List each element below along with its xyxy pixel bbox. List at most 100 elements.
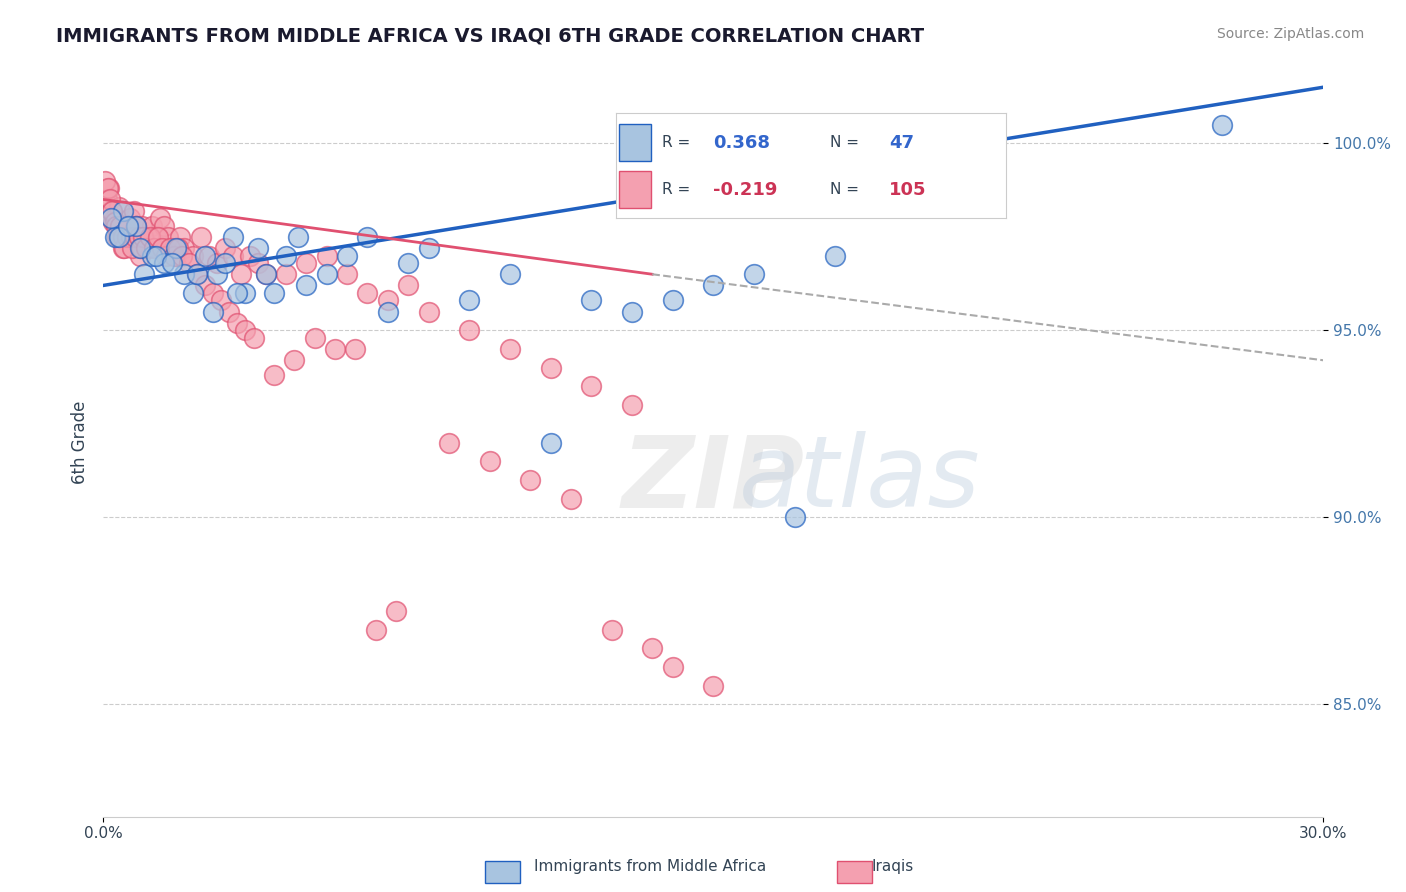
Point xyxy=(194,278,217,293)
Point xyxy=(783,510,806,524)
Point xyxy=(121,241,143,255)
Point xyxy=(177,256,200,270)
Point xyxy=(117,219,139,233)
Point xyxy=(98,181,121,195)
Point xyxy=(112,203,135,218)
Point xyxy=(641,641,664,656)
Point xyxy=(128,248,150,262)
Point xyxy=(579,293,602,308)
Point xyxy=(165,248,187,262)
Point xyxy=(173,267,195,281)
Point xyxy=(519,473,541,487)
Point xyxy=(150,241,173,255)
Point xyxy=(132,267,155,281)
Point xyxy=(560,491,582,506)
Point xyxy=(201,285,224,300)
Point xyxy=(122,203,145,218)
Point xyxy=(146,230,169,244)
Point xyxy=(132,230,155,244)
Point xyxy=(97,181,120,195)
Point xyxy=(167,241,190,255)
Point xyxy=(153,256,176,270)
Text: IMMIGRANTS FROM MIDDLE AFRICA VS IRAQI 6TH GRADE CORRELATION CHART: IMMIGRANTS FROM MIDDLE AFRICA VS IRAQI 6… xyxy=(56,27,924,45)
Point xyxy=(155,248,177,262)
Point xyxy=(214,256,236,270)
Point xyxy=(143,241,166,255)
Point xyxy=(149,211,172,226)
Point xyxy=(600,623,623,637)
Point xyxy=(108,230,131,244)
Point xyxy=(540,435,562,450)
Point xyxy=(100,203,122,218)
Point xyxy=(125,219,148,233)
Point xyxy=(131,219,153,233)
Point xyxy=(118,211,141,226)
Point xyxy=(127,230,149,244)
Point xyxy=(120,230,142,244)
Point xyxy=(198,248,221,262)
Point xyxy=(218,304,240,318)
Point xyxy=(103,215,125,229)
Point xyxy=(661,660,683,674)
Point xyxy=(254,267,277,281)
Point xyxy=(105,230,128,244)
Point xyxy=(157,230,180,244)
Point xyxy=(385,604,408,618)
Point xyxy=(201,304,224,318)
Point xyxy=(117,219,139,233)
Point xyxy=(295,278,318,293)
Point xyxy=(117,219,139,233)
Point xyxy=(235,285,257,300)
Point xyxy=(107,230,129,244)
Point xyxy=(478,454,501,468)
Text: Iraqis: Iraqis xyxy=(872,859,914,874)
Point xyxy=(661,293,683,308)
Point xyxy=(124,219,146,233)
Point xyxy=(153,219,176,233)
Point xyxy=(173,241,195,255)
Point xyxy=(1211,118,1233,132)
Point xyxy=(242,331,264,345)
Point xyxy=(925,155,948,169)
Point xyxy=(356,230,378,244)
Point xyxy=(112,241,135,255)
Point xyxy=(94,174,117,188)
Text: atlas: atlas xyxy=(738,432,980,528)
Point xyxy=(209,293,232,308)
Point xyxy=(540,360,562,375)
Point xyxy=(101,203,124,218)
Point xyxy=(222,230,245,244)
Point xyxy=(205,256,228,270)
Point xyxy=(396,256,419,270)
Point xyxy=(418,241,440,255)
Point xyxy=(186,267,208,281)
Point xyxy=(283,353,305,368)
Point xyxy=(145,230,167,244)
Point xyxy=(287,230,309,244)
Point xyxy=(100,193,122,207)
Point xyxy=(499,342,522,356)
Point xyxy=(458,293,481,308)
Point xyxy=(315,248,337,262)
Point xyxy=(128,241,150,255)
Point xyxy=(181,248,204,262)
Point xyxy=(135,241,157,255)
Point xyxy=(246,241,269,255)
Point xyxy=(231,267,253,281)
Point xyxy=(579,379,602,393)
Point xyxy=(418,304,440,318)
Point xyxy=(169,230,191,244)
Point xyxy=(276,267,298,281)
Point xyxy=(114,226,136,240)
Point xyxy=(162,256,184,270)
Point xyxy=(356,285,378,300)
Point xyxy=(190,230,212,244)
Point xyxy=(222,248,245,262)
Point xyxy=(96,193,118,207)
Point xyxy=(304,331,326,345)
Point xyxy=(121,230,143,244)
Point xyxy=(214,241,236,255)
Point xyxy=(742,267,765,281)
Point xyxy=(263,285,285,300)
Point xyxy=(124,219,146,233)
